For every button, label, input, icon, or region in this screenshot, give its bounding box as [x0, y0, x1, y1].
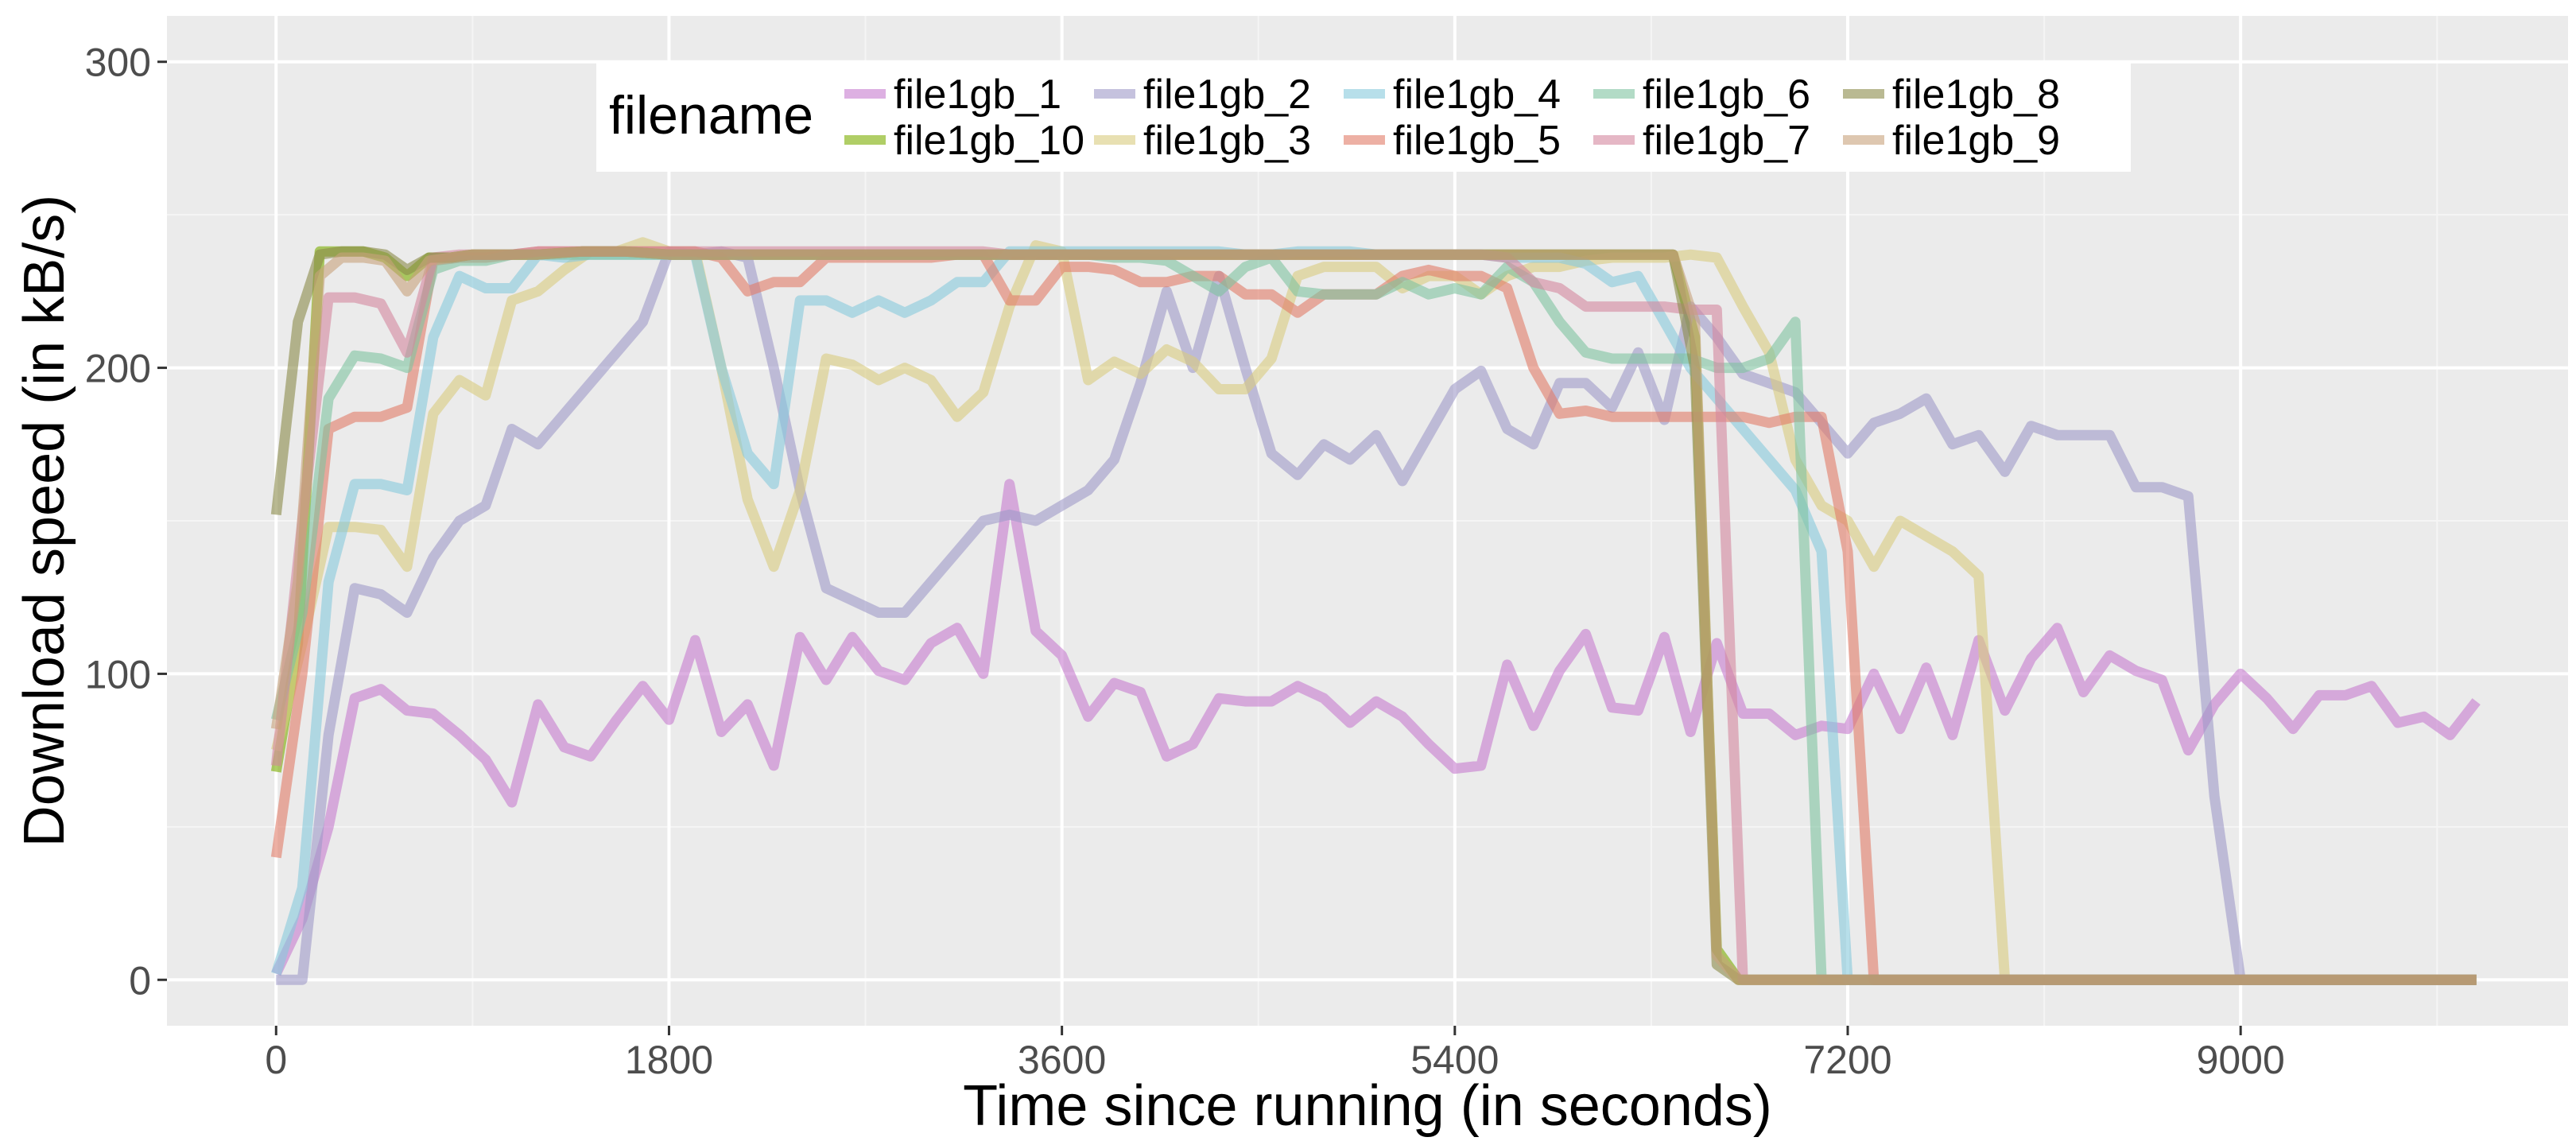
legend-label-file1gb-4: file1gb_4: [1393, 72, 1561, 118]
legend: filename file1gb_1 file1gb_2 file1gb_4 file…: [596, 62, 2131, 172]
legend-label-file1gb-3: file1gb_3: [1143, 118, 1311, 164]
x-axis: 0 1800 3600 5400 7200 9000: [265, 1026, 2285, 1082]
series-line-file1gb-2: [276, 246, 2246, 985]
x-tick-label: 7200: [1803, 1038, 1891, 1082]
y-axis: 0 100 200 300: [85, 41, 167, 1003]
y-tick-label: 300: [85, 41, 151, 85]
series-lines: [270, 237, 2481, 985]
y-tick-label: 200: [85, 347, 151, 391]
legend-label-file1gb-8: file1gb_8: [1892, 72, 2060, 118]
legend-box: [596, 62, 2131, 172]
legend-label-file1gb-10: file1gb_10: [894, 118, 1084, 164]
x-tick-label: 0: [265, 1038, 287, 1082]
x-tick-label: 9000: [2197, 1038, 2285, 1082]
series-line-file1gb-9: [270, 246, 2477, 985]
y-axis-title: Download speed (in kB/s): [13, 195, 76, 847]
legend-title: filename: [609, 85, 813, 146]
x-tick-label: 3600: [1018, 1038, 1106, 1082]
series-line-file1gb-1: [271, 479, 2481, 976]
legend-label-file1gb-2: file1gb_2: [1143, 72, 1311, 118]
legend-label-file1gb-1: file1gb_1: [894, 72, 1061, 118]
x-tick-label: 5400: [1410, 1038, 1499, 1082]
x-tick-label: 1800: [625, 1038, 713, 1082]
grid-lines: [167, 16, 2568, 1026]
y-tick-label: 100: [85, 652, 151, 697]
x-axis-title: Time since running (in seconds): [963, 1074, 1772, 1138]
legend-label-file1gb-5: file1gb_5: [1393, 118, 1561, 164]
legend-label-file1gb-9: file1gb_9: [1892, 118, 2060, 164]
legend-label-file1gb-6: file1gb_6: [1643, 72, 1810, 118]
legend-label-file1gb-7: file1gb_7: [1643, 118, 1810, 164]
y-tick-label: 0: [129, 958, 151, 1003]
